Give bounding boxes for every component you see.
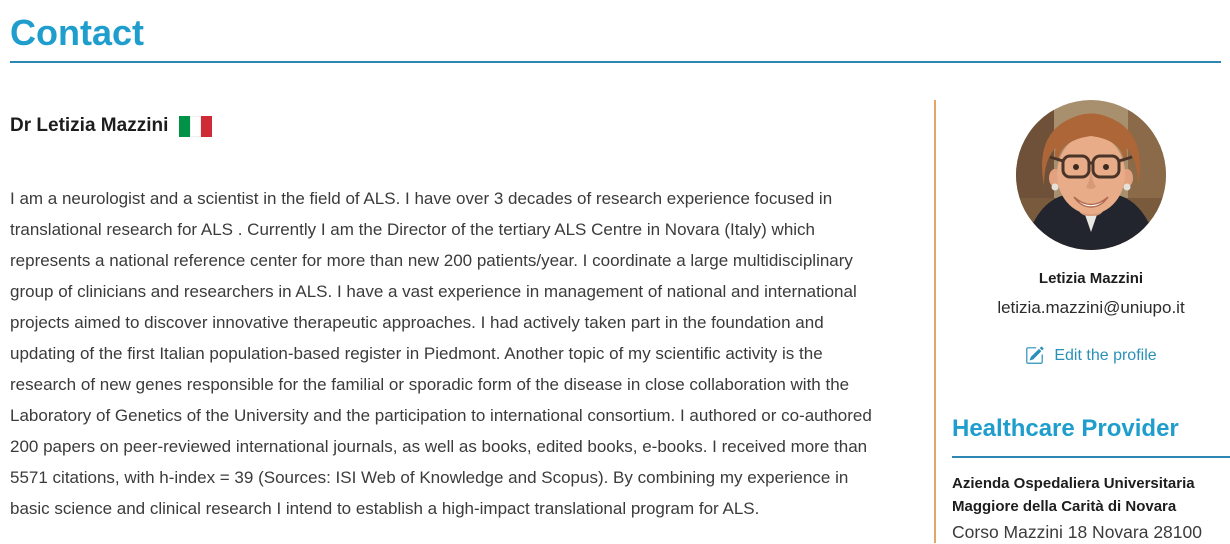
profile-sidebar: Letizia Mazzini letizia.mazzini@uniupo.i… [934,100,1230,544]
flag-green-stripe [179,115,191,137]
edit-pencil-icon [1025,346,1044,365]
edit-profile-label: Edit the profile [1054,346,1157,364]
profile-name-heading: Dr Letizia Mazzini [10,115,878,137]
title-divider [10,61,1221,64]
page-title: Contact [10,12,144,53]
content-row: Dr Letizia Mazzini I am a neurologist an… [0,63,1230,544]
sidebar-email: letizia.mazzini@uniupo.it [997,298,1185,318]
provider-name: Azienda Ospedaliera Universitaria Maggio… [952,475,1195,516]
provider-address: Corso Mazzini 18 Novara 28100 [952,522,1202,543]
italian-flag-icon [179,115,213,137]
main-column: Dr Letizia Mazzini I am a neurologist an… [0,63,934,543]
healthcare-divider [952,456,1230,459]
profile-photo [1016,100,1166,251]
healthcare-provider-title: Healthcare Provider [952,415,1179,443]
profile-name-text: Dr Letizia Mazzini [10,115,169,137]
flag-white-stripe [190,115,202,137]
sidebar-name: Letizia Mazzini [1038,270,1144,288]
flag-red-stripe [201,115,213,137]
biography-text: I am a neurologist and a scientist in th… [10,189,872,519]
edit-profile-link[interactable]: Edit the profile [952,346,1230,365]
